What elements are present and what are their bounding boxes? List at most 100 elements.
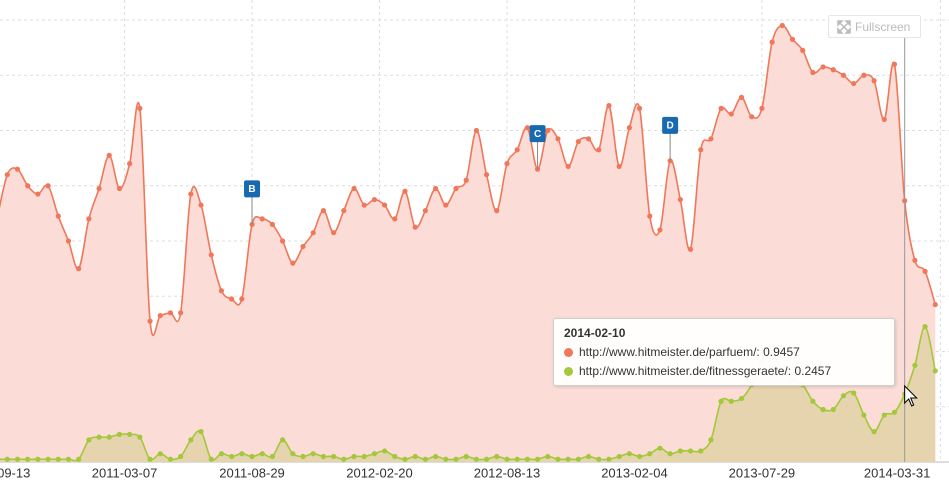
data-point <box>810 398 816 404</box>
data-point <box>861 72 867 78</box>
data-point <box>259 216 265 222</box>
data-point <box>545 453 551 460</box>
annotation-flag[interactable] <box>662 116 679 134</box>
data-point <box>96 434 102 440</box>
data-point <box>912 257 918 263</box>
data-point <box>473 127 479 134</box>
data-point <box>239 296 245 302</box>
x-tick-label: 2013-07-29 <box>729 465 796 480</box>
data-point <box>483 172 490 178</box>
data-point <box>14 166 21 172</box>
data-point <box>229 453 235 460</box>
data-point <box>881 412 887 418</box>
annotation-flag[interactable] <box>529 125 546 143</box>
x-tick-label: 2011-03-07 <box>92 465 158 480</box>
data-point <box>432 453 439 460</box>
data-point <box>698 147 704 153</box>
data-point <box>106 434 112 440</box>
tooltip-value: 0.9457 <box>763 345 800 359</box>
data-point <box>45 456 51 462</box>
data-point <box>738 395 745 402</box>
data-point <box>86 437 92 443</box>
data-point <box>840 393 847 399</box>
data-point <box>45 183 51 189</box>
data-point <box>524 125 530 131</box>
x-tick-label: 2010-09-13 <box>0 465 30 480</box>
data-point <box>381 202 388 208</box>
fullscreen-label: Fullscreen <box>855 20 911 34</box>
data-point <box>718 105 724 111</box>
data-point <box>310 230 316 236</box>
data-point <box>636 105 643 111</box>
data-point <box>371 196 377 203</box>
data-point <box>891 61 898 67</box>
data-point <box>738 94 745 100</box>
data-point <box>596 147 602 153</box>
x-tick-label: 2014-03-31 <box>864 465 931 480</box>
data-point <box>147 456 153 462</box>
data-point <box>657 227 663 233</box>
areas <box>0 25 936 462</box>
data-point <box>789 36 796 42</box>
data-point <box>463 453 469 460</box>
data-point <box>402 456 408 462</box>
data-point <box>830 406 836 413</box>
data-point <box>137 105 143 111</box>
data-point <box>116 431 123 437</box>
data-point <box>432 185 439 192</box>
data-point <box>463 177 469 183</box>
data-point <box>616 163 622 170</box>
data-point <box>565 456 571 462</box>
data-point <box>820 64 826 70</box>
annotation-flag[interactable] <box>244 180 261 198</box>
fullscreen-button[interactable]: Fullscreen <box>828 15 921 38</box>
data-point <box>698 448 704 454</box>
data-point <box>545 127 551 134</box>
data-point <box>565 163 571 170</box>
data-point <box>4 172 10 178</box>
data-point <box>871 78 877 84</box>
data-point <box>810 69 816 76</box>
data-point <box>25 183 31 189</box>
data-point <box>861 412 867 418</box>
data-point <box>127 161 133 167</box>
data-point <box>381 448 388 454</box>
data-point <box>249 453 255 460</box>
series-name: http://www.hitmeister.de/parfuem/ <box>579 345 763 359</box>
x-tick-label: 2012-08-13 <box>474 465 541 480</box>
data-point <box>25 456 31 462</box>
data-point <box>167 310 174 316</box>
data-point <box>800 47 806 53</box>
data-point <box>76 266 82 272</box>
data-point <box>534 456 541 462</box>
data-point <box>76 456 82 462</box>
data-point <box>443 202 449 208</box>
data-point <box>514 147 520 153</box>
tooltip: 2014-02-10 http://www.hitmeister.de/parf… <box>553 318 895 386</box>
data-point <box>626 451 632 457</box>
fullscreen-icon <box>837 20 851 34</box>
data-point <box>320 453 327 460</box>
data-point <box>626 125 632 131</box>
data-point <box>14 456 21 462</box>
tooltip-value: 0.2457 <box>794 364 832 378</box>
data-point <box>504 456 510 462</box>
data-point <box>290 451 296 457</box>
data-point <box>320 208 327 214</box>
data-point <box>687 448 694 454</box>
mouse-cursor <box>904 384 918 407</box>
series-name: http://www.hitmeister.de/fitnessgeraete/ <box>579 364 794 378</box>
data-point <box>585 453 592 460</box>
data-point <box>575 456 581 462</box>
data-point <box>514 456 520 462</box>
data-point <box>371 451 377 457</box>
x-tick-label: 2011-08-29 <box>219 465 285 480</box>
data-point <box>127 431 133 437</box>
data-point <box>443 456 449 462</box>
data-point <box>647 451 653 457</box>
tooltip-date: 2014-02-10 <box>564 326 626 340</box>
data-point <box>218 288 225 294</box>
data-point <box>647 213 653 219</box>
